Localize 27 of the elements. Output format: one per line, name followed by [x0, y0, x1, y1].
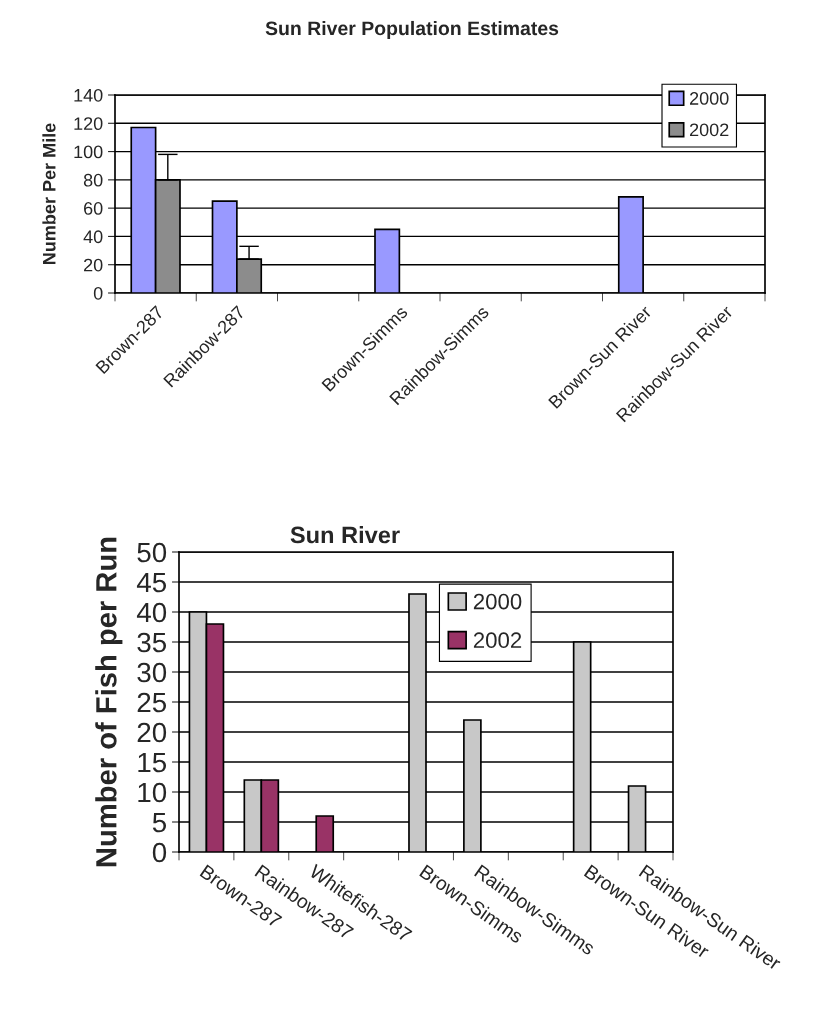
y-tick-label: 40	[136, 602, 167, 623]
y-tick-label: 100	[74, 145, 103, 159]
chart-title: Sun River	[290, 525, 400, 544]
y-tick-label: 30	[137, 662, 167, 683]
y-axis-title: Number Per Mile	[42, 123, 56, 265]
y-tick-label: 20	[137, 722, 167, 743]
legend-label: 2002	[473, 632, 522, 649]
chart-title: Sun River Population Estimates	[265, 20, 559, 40]
y-tick-label: 0	[152, 842, 167, 863]
y-tick-label: 10	[138, 782, 167, 803]
y-tick-label: 0	[93, 286, 103, 300]
y-tick-label: 5	[152, 812, 167, 833]
legend-label: 2002	[690, 123, 729, 137]
y-tick-label: 80	[83, 173, 103, 187]
y-tick-label: 40	[83, 230, 103, 244]
y-tick-label: 60	[84, 202, 103, 215]
y-axis-title: Number of Fish per Run	[95, 537, 123, 867]
legend-label: 2000	[690, 92, 729, 105]
y-tick-label: 35	[137, 632, 167, 653]
y-tick-label: 50	[137, 542, 167, 563]
legend-label: 2000	[473, 593, 522, 610]
y-tick-label: 45	[136, 572, 167, 593]
y-tick-label: 120	[74, 117, 103, 131]
y-tick-label: 25	[137, 692, 167, 713]
y-tick-label: 140	[74, 88, 103, 102]
y-tick-label: 20	[84, 258, 103, 272]
y-tick-label: 15	[138, 752, 167, 773]
